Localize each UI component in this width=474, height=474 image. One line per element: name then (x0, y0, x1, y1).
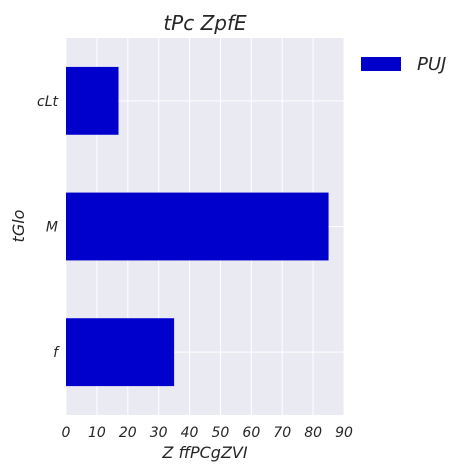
y-tick-labels: cLt Mf (37, 94, 60, 361)
y-tick-label: M (46, 220, 58, 236)
legend: PUJ (361, 54, 446, 75)
y-tick-label: cLt (37, 94, 58, 110)
legend-swatch (361, 57, 401, 71)
x-tick-label: 70 (273, 425, 291, 441)
y-axis-label: tGlo (9, 209, 28, 242)
x-tick-label: 80 (304, 425, 322, 441)
x-tick-label: 10 (88, 425, 106, 441)
x-axis-label: Z ffPCgZVI (161, 443, 247, 462)
x-tick-label: 50 (212, 425, 230, 441)
chart-title: tPc ZpfE (163, 11, 247, 35)
x-tick-label: 40 (181, 425, 199, 441)
x-tick-label: 90 (335, 425, 353, 441)
x-tick-label: 30 (150, 425, 168, 441)
legend-label: PUJ (417, 54, 446, 75)
bars-group (66, 66, 329, 387)
x-tick-label: 60 (242, 425, 260, 441)
y-tick-label: f (53, 345, 60, 361)
x-tick-label: 0 (62, 425, 71, 441)
bar-f (66, 318, 175, 387)
bar-cLt (66, 66, 119, 135)
bar-M (66, 192, 329, 261)
x-tick-label: 20 (119, 425, 137, 441)
x-tick-labels: 0 10 20 30 40 50 60 70 80 90 (62, 425, 353, 441)
